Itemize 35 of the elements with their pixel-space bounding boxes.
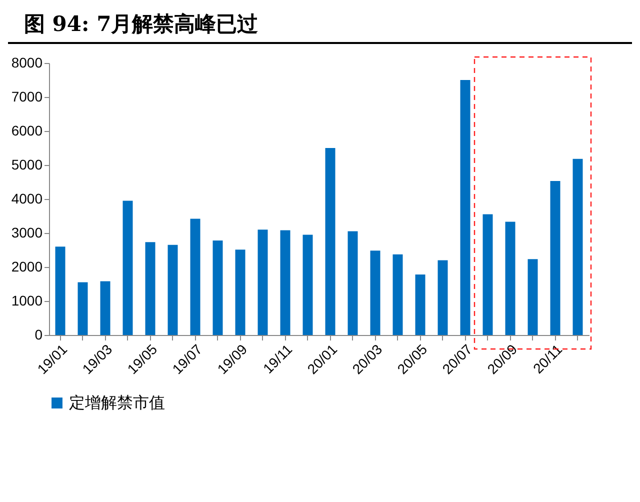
bar	[482, 214, 493, 335]
bar	[415, 274, 426, 335]
bar	[100, 281, 110, 335]
y-tick-label: 5000	[11, 156, 43, 172]
y-tick-label: 1000	[11, 292, 43, 308]
bar	[348, 231, 358, 335]
bar	[190, 218, 200, 335]
bar	[145, 242, 156, 335]
y-tick-label: 7000	[11, 88, 43, 104]
bar	[550, 180, 560, 335]
bar	[528, 259, 538, 335]
bar	[438, 260, 448, 335]
bar	[325, 148, 336, 335]
bar	[370, 250, 380, 335]
y-tick-label: 8000	[11, 54, 43, 70]
y-tick-label: 4000	[11, 190, 43, 206]
y-tick-label: 3000	[11, 224, 43, 240]
bar	[258, 230, 268, 335]
bar	[302, 234, 313, 335]
bar	[392, 254, 403, 335]
bar	[572, 158, 583, 335]
bar	[460, 80, 470, 335]
y-tick-label: 0	[34, 326, 43, 342]
bar	[122, 200, 133, 335]
bar	[168, 244, 178, 335]
y-tick-label: 2000	[11, 258, 43, 274]
bar	[212, 240, 223, 335]
bar	[55, 246, 66, 335]
bar	[505, 222, 516, 335]
y-tick-label: 6000	[11, 122, 43, 138]
bar	[235, 250, 246, 335]
bar	[78, 282, 88, 335]
bar	[280, 230, 290, 335]
legend-label: 定增解禁市值	[69, 393, 165, 412]
chart-title: 图 94: 7月解禁高峰已过	[8, 0, 632, 44]
